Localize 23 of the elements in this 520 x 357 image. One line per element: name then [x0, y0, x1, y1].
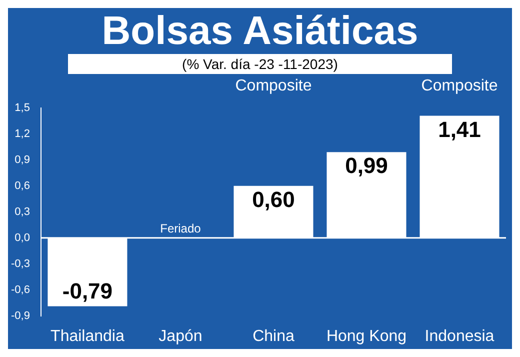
- text: Composite: [421, 77, 498, 94]
- text: Composite: [235, 77, 312, 94]
- data-label: 1,41: [438, 116, 481, 142]
- y-tick-label: 1,2: [14, 128, 30, 140]
- y-tick-label: 0,0: [14, 232, 30, 244]
- y-tick-label: -0,9: [10, 310, 30, 322]
- chart-subtitle: (% Var. día -23 -11-2023): [68, 54, 452, 74]
- y-tick-label: 0,9: [14, 154, 30, 166]
- x-tick-label: Hong Kong: [326, 328, 407, 345]
- data-label: 0,60: [252, 186, 295, 212]
- x-tick-label: Indonesia: [424, 328, 494, 345]
- y-tick-label: -0,6: [10, 284, 30, 296]
- data-label: -0,79: [62, 278, 113, 304]
- chart-title: Bolsas Asiáticas: [100, 8, 420, 54]
- y-tick-label: 0,3: [14, 206, 30, 218]
- y-tick-label: 1,5: [14, 102, 30, 114]
- y-tick-label: 0,6: [14, 180, 30, 192]
- x-tick-label: Thailandia: [50, 328, 124, 345]
- annotation: Feriado: [160, 222, 202, 236]
- x-tick-label: Japón: [158, 328, 202, 345]
- x-tick-label: China: [252, 328, 294, 345]
- y-tick-label: -0,3: [10, 258, 30, 270]
- data-label: 0,99: [345, 153, 388, 178]
